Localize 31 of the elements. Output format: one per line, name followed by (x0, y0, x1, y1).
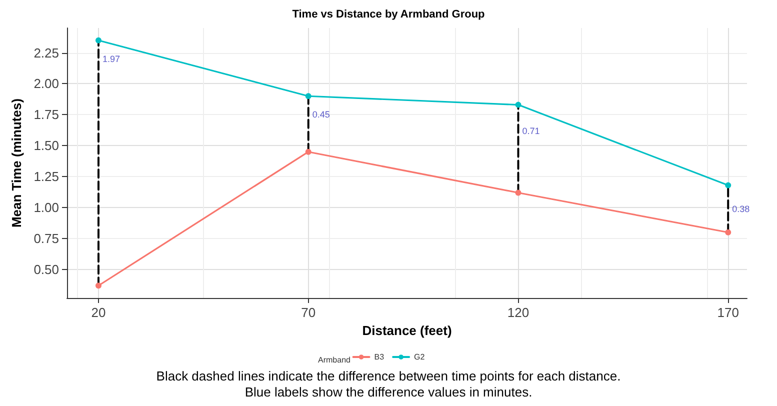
y-tick-label: 0.75 (34, 231, 59, 246)
annotation: 1.97 (102, 54, 120, 64)
chart-title: Time vs Distance by Armband Group (292, 8, 486, 20)
x-tick-label: 20 (91, 305, 106, 320)
y-tick-label: 1.50 (34, 138, 59, 154)
y-tick-label: 1.25 (34, 169, 59, 184)
y-tick-label: 2.25 (34, 45, 59, 60)
annotation: 0.71 (522, 126, 540, 136)
x-tick-label: 170 (717, 305, 739, 320)
y-tick-label: 2.00 (34, 76, 59, 92)
point (95, 282, 102, 289)
point (95, 37, 102, 44)
y-axis-title: Mean Time (minutes) (8, 98, 24, 228)
legend-title: Armband (318, 356, 350, 364)
y-tick-label: 1.00 (34, 200, 59, 216)
legend-label: G2 (414, 352, 426, 362)
point (515, 102, 522, 108)
x-tick-label: 120 (507, 305, 530, 320)
y-tick-label: 1.75 (34, 107, 59, 122)
point (725, 229, 732, 236)
legend-label: B3 (374, 352, 385, 362)
annotation: 0.45 (312, 110, 330, 120)
point (515, 190, 522, 196)
x-axis-title: Distance (feet) (362, 322, 452, 338)
text: Black dashed lines indicate the difference between time points for each distance. Blue labels show the difference values in minutes. (156, 368, 621, 400)
point (305, 148, 312, 155)
y-tick-label: 0.50 (34, 262, 59, 278)
annotation: 0.38 (732, 204, 750, 214)
point (305, 93, 312, 100)
x-tick-label: 70 (301, 305, 316, 320)
point (725, 182, 732, 188)
